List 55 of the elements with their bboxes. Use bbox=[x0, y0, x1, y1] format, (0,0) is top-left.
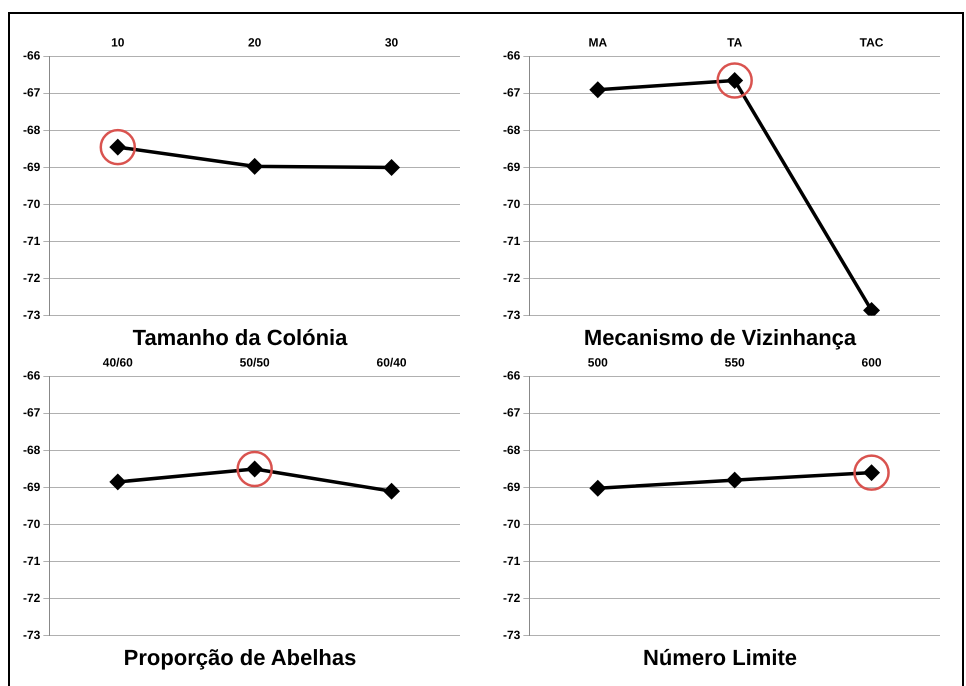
y-tick-label: -73 bbox=[503, 628, 521, 642]
y-tick-label: -70 bbox=[503, 516, 521, 531]
x-tick-label: 550 bbox=[724, 356, 746, 370]
text: Proporção de Abelhas bbox=[124, 644, 356, 670]
text: Tamanho da Colónia bbox=[132, 324, 348, 350]
x-tick-label: 600 bbox=[862, 356, 882, 370]
y-tick-label: -71 bbox=[23, 554, 41, 568]
y-tick-label: -72 bbox=[23, 270, 41, 285]
point bbox=[726, 472, 742, 488]
point bbox=[246, 158, 262, 174]
y-tick-label: -70 bbox=[23, 196, 41, 211]
y-tick-label: -66 bbox=[503, 368, 521, 383]
text: Mecanismo de Vizinhança bbox=[584, 324, 857, 350]
x-tick-label: TAC bbox=[860, 36, 884, 50]
y-tick-label: -73 bbox=[23, 628, 41, 642]
y-tick-label: -69 bbox=[23, 480, 41, 494]
point bbox=[384, 160, 400, 176]
y-tick-label: -72 bbox=[503, 270, 521, 285]
x-tick-label: 500 bbox=[588, 356, 608, 370]
x-tick-label: MA bbox=[588, 36, 608, 50]
x-tick-label: 20 bbox=[248, 36, 262, 50]
y-tick-label: -71 bbox=[23, 234, 41, 248]
y-tick-label: -72 bbox=[503, 590, 521, 605]
y-tick-label: -73 bbox=[503, 308, 521, 322]
point bbox=[590, 82, 606, 98]
y-tick-label: -66 bbox=[23, 368, 41, 383]
x-tick-label: 30 bbox=[384, 36, 399, 50]
y-tick-label: -70 bbox=[23, 516, 41, 531]
x-tick-label: 60/40 bbox=[376, 356, 407, 370]
y-tick-label: -68 bbox=[503, 442, 521, 457]
x-tick-label: 40/60 bbox=[102, 356, 134, 370]
y-tick-label: -68 bbox=[23, 442, 41, 457]
y-tick-label: -69 bbox=[23, 160, 41, 174]
point bbox=[590, 480, 606, 496]
y-tick-label: -69 bbox=[503, 480, 521, 494]
y-tick-label: -67 bbox=[23, 406, 41, 420]
y-tick-label: -67 bbox=[23, 86, 41, 100]
x-tick-label: 10 bbox=[111, 36, 125, 50]
y-tick-label: -72 bbox=[23, 590, 41, 605]
point bbox=[384, 483, 400, 499]
y-tick-label: -66 bbox=[23, 48, 41, 63]
y-tick-label: -71 bbox=[503, 234, 521, 248]
x-tick-label: 50/50 bbox=[240, 356, 270, 370]
text: Número Limite bbox=[642, 644, 798, 670]
y-tick-label: -73 bbox=[23, 308, 41, 322]
y-tick-label: -71 bbox=[503, 554, 521, 568]
y-tick-label: -70 bbox=[503, 196, 521, 211]
y-tick-label: -68 bbox=[23, 122, 41, 137]
y-tick-label: -68 bbox=[503, 122, 521, 137]
y-tick-label: -67 bbox=[503, 86, 521, 100]
y-tick-label: -69 bbox=[503, 160, 521, 174]
y-tick-label: -66 bbox=[503, 48, 521, 63]
y-tick-label: -67 bbox=[503, 406, 521, 420]
x-tick-label: TA bbox=[727, 36, 743, 50]
point bbox=[110, 474, 126, 490]
